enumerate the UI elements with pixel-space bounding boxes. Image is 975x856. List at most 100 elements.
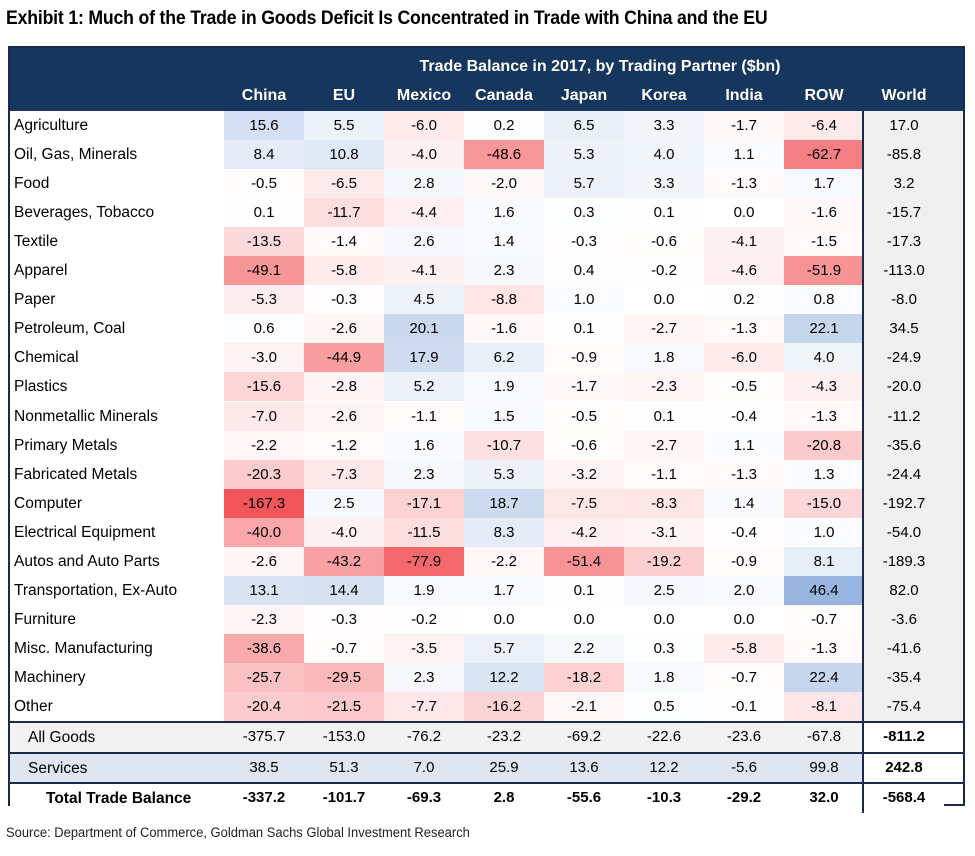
cell-transportation-ex-auto-mexico: 1.9: [384, 575, 464, 605]
cell-paper-world: -8.0: [891, 291, 917, 309]
table-title: Trade Balance in 2017, by Trading Partne…: [419, 58, 781, 75]
aggregate-cell-total-trade-balance-world: -568.4: [864, 784, 944, 813]
cell-nonmetallic-minerals-korea: 0.1: [624, 401, 704, 431]
cell-oil-gas-minerals-mexico: -4.0: [384, 140, 464, 170]
cell-other-korea: 0.5: [624, 692, 704, 722]
cell-other-world: -75.4: [886, 698, 922, 715]
cell-beverages-tobacco-canada: 1.6: [464, 198, 544, 228]
cell-plastics-india: -0.5: [704, 372, 784, 402]
cell-primary-metals-japan: -0.6: [544, 430, 624, 460]
world-column-divider: [862, 111, 864, 722]
cell-oil-gas-minerals-canada: -48.6: [464, 140, 544, 170]
row-label-fabricated-metals: Fabricated Metals: [14, 465, 138, 483]
cell-textile-japan: -0.3: [544, 227, 624, 257]
cell-fabricated-metals-japan: -3.2: [544, 459, 624, 489]
row-label-electrical-equipment: Electrical Equipment: [14, 523, 156, 541]
cell-food-korea: 3.3: [624, 169, 704, 199]
row-label-paper: Paper: [14, 291, 56, 309]
row-label-nonmetallic-minerals: Nonmetallic Minerals: [14, 407, 158, 425]
cell-furniture-india: 0.0: [704, 604, 784, 634]
cell-machinery-korea: 1.8: [624, 662, 704, 692]
aggregate-world-divider: [862, 784, 864, 813]
cell-agriculture-korea: 3.3: [624, 111, 704, 141]
cell-plastics-world: -20.0: [886, 378, 922, 396]
cell-beverages-tobacco-china: 0.1: [224, 198, 304, 228]
row-label-furniture: Furniture: [14, 610, 77, 628]
cell-petroleum-coal-mexico: 20.1: [384, 314, 464, 344]
cell-fabricated-metals-india: -1.3: [704, 459, 784, 489]
cell-electrical-equipment-india: -0.4: [704, 517, 784, 547]
aggregate-world-divider: [862, 753, 864, 783]
column-header-eu: EU: [332, 87, 356, 104]
cell-chemical-eu: -44.9: [304, 343, 384, 373]
cell-computer-mexico: -17.1: [384, 488, 464, 518]
cell-textile-india: -4.1: [704, 227, 784, 257]
cell-furniture-world: -3.6: [891, 610, 917, 628]
column-header-world: World: [881, 87, 927, 104]
cell-fabricated-metals-korea: -1.1: [624, 459, 704, 489]
cell-computer-korea: -8.3: [624, 488, 704, 518]
row-label-misc-manufacturing: Misc. Manufacturing: [14, 639, 153, 657]
cell-beverages-tobacco-world: -15.7: [886, 204, 922, 222]
row-label-textile: Textile: [14, 233, 58, 251]
row-label-primary-metals: Primary Metals: [14, 436, 118, 454]
column-header-row: ROW: [804, 87, 844, 104]
cell-autos-and-auto-parts-eu: -43.2: [304, 546, 384, 576]
cell-fabricated-metals-canada: 5.3: [464, 459, 544, 489]
cell-autos-and-auto-parts-mexico: -77.9: [384, 546, 464, 576]
cell-food-china: -0.5: [224, 169, 304, 199]
cell-autos-and-auto-parts-row: 8.1: [784, 546, 864, 576]
column-header-mexico: Mexico: [396, 87, 452, 104]
cell-other-japan: -2.1: [544, 692, 624, 722]
trade-balance-table: Trade Balance in 2017, by Trading Partne…: [8, 46, 965, 813]
cell-transportation-ex-auto-canada: 1.7: [464, 575, 544, 605]
cell-paper-canada: -8.8: [464, 285, 544, 315]
cell-computer-japan: -7.5: [544, 488, 624, 518]
table-header-band: Trade Balance in 2017, by Trading Partne…: [10, 48, 963, 111]
cell-food-canada: -2.0: [464, 169, 544, 199]
cell-chemical-korea: 1.8: [624, 343, 704, 373]
row-label-beverages-tobacco: Beverages, Tobacco: [14, 204, 155, 222]
cell-electrical-equipment-row: 1.0: [784, 517, 864, 547]
cell-oil-gas-minerals-row: -62.7: [784, 140, 864, 170]
aggregate-row-background: [10, 784, 862, 813]
cell-chemical-india: -6.0: [704, 343, 784, 373]
cell-transportation-ex-auto-eu: 14.4: [304, 575, 384, 605]
cell-nonmetallic-minerals-india: -0.4: [704, 401, 784, 431]
aggregate-cell-all-goods-row: -67.8: [806, 728, 842, 746]
cell-furniture-mexico: -0.2: [384, 604, 464, 634]
cell-machinery-eu: -29.5: [304, 662, 384, 692]
cell-apparel-mexico: -4.1: [384, 256, 464, 286]
aggregate-separator: [10, 721, 963, 724]
aggregate-cell-total-trade-balance-korea: -10.3: [646, 789, 682, 807]
cell-beverages-tobacco-eu: -11.7: [304, 198, 384, 228]
aggregate-cell-services-eu: 51.3: [329, 758, 359, 776]
cell-primary-metals-canada: -10.7: [464, 430, 544, 460]
cell-paper-japan: 1.0: [544, 285, 624, 315]
cell-paper-row: 0.8: [784, 285, 864, 315]
cell-transportation-ex-auto-korea: 2.5: [624, 575, 704, 605]
cell-chemical-japan: -0.9: [544, 343, 624, 373]
cell-agriculture-row: -6.4: [784, 111, 864, 141]
aggregate-separator: [10, 782, 963, 785]
cell-chemical-mexico: 17.9: [384, 343, 464, 373]
cell-chemical-row: 4.0: [784, 343, 864, 373]
cell-misc-manufacturing-mexico: -3.5: [384, 633, 464, 663]
aggregate-cell-total-trade-balance-china: -337.2: [242, 789, 286, 807]
cell-electrical-equipment-canada: 8.3: [464, 517, 544, 547]
cell-autos-and-auto-parts-india: -0.9: [704, 546, 784, 576]
aggregate-cell-total-trade-balance-india: -29.2: [726, 789, 762, 807]
cell-machinery-mexico: 2.3: [384, 662, 464, 692]
cell-fabricated-metals-row: 1.3: [784, 459, 864, 489]
cell-other-eu: -21.5: [304, 692, 384, 722]
cell-other-mexico: -7.7: [384, 692, 464, 722]
cell-petroleum-coal-india: -1.3: [704, 314, 784, 344]
cell-apparel-india: -4.6: [704, 256, 784, 286]
cell-transportation-ex-auto-world: 82.0: [889, 581, 919, 599]
cell-agriculture-eu: 5.5: [304, 111, 384, 141]
cell-textile-mexico: 2.6: [384, 227, 464, 257]
aggregate-cell-all-goods-korea: -22.6: [646, 728, 682, 746]
cell-chemical-world: -24.9: [886, 349, 922, 367]
column-header-india: India: [725, 87, 763, 104]
aggregate-cell-all-goods-eu: -153.0: [322, 728, 366, 746]
